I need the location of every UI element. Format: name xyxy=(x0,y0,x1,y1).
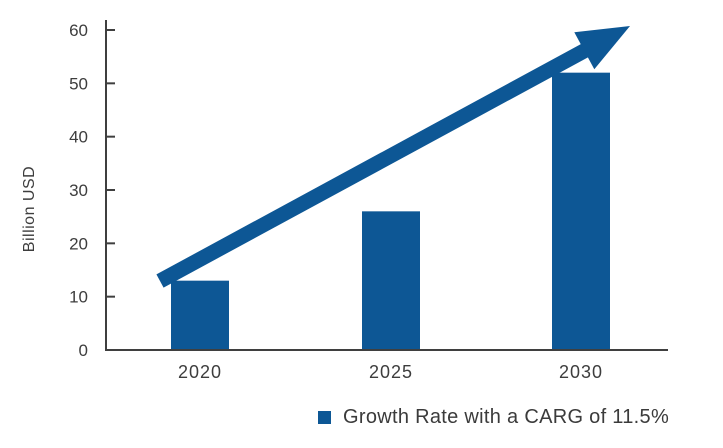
legend-label: Growth Rate with a CARG of 11.5% xyxy=(343,406,670,428)
legend: Growth Rate with a CARG of 11.5% xyxy=(318,406,669,429)
y-tick-label-30: 30 xyxy=(69,181,88,200)
trend-arrow-shaft xyxy=(156,42,591,288)
y-tick-label-50: 50 xyxy=(69,74,88,93)
y-tick-label-10: 10 xyxy=(69,288,88,307)
legend-swatch xyxy=(318,411,331,424)
y-tick-label-60: 60 xyxy=(69,21,88,40)
y-tick-label-40: 40 xyxy=(69,128,88,147)
x-label-2020: 2020 xyxy=(178,362,222,382)
bar-2030 xyxy=(552,72,610,351)
bar-2020 xyxy=(171,280,229,350)
y-tick-label-20: 20 xyxy=(69,234,88,253)
y-axis-title: Billion USD xyxy=(21,165,38,253)
bar-2025 xyxy=(362,211,420,350)
x-label-2030: 2030 xyxy=(559,362,603,382)
y-tick-label-0: 0 xyxy=(79,341,88,360)
x-label-2025: 2025 xyxy=(369,362,413,382)
trend-arrow-head xyxy=(574,26,630,70)
